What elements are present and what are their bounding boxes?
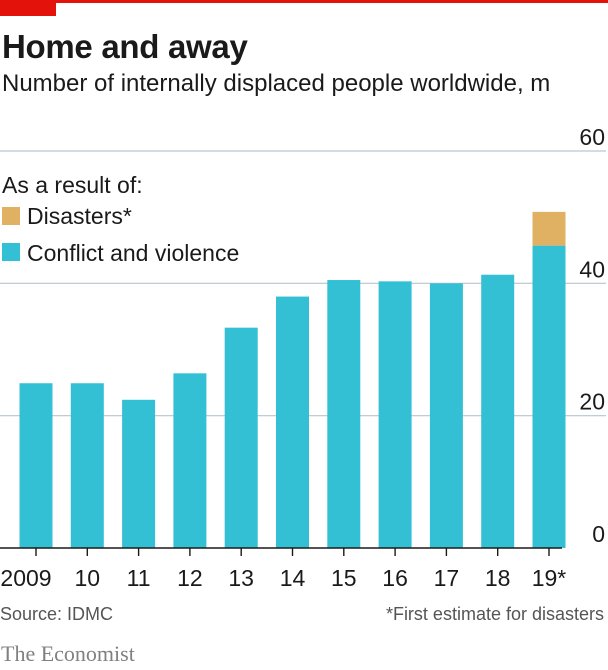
- publisher-logo: The Economist: [1, 641, 135, 666]
- x-axis: 2009 10 11 12 13 14 15 16 17 18 19*: [0, 547, 567, 591]
- y-tick-label: 20: [579, 389, 605, 415]
- bar-conflict-17: [429, 283, 463, 548]
- chart-title: Home and away: [2, 28, 248, 65]
- bar-conflict-13: [224, 327, 258, 548]
- legend-label-disasters: Disasters*: [27, 203, 132, 229]
- x-tick-label: 2009: [0, 565, 51, 591]
- bar-conflict-12: [173, 373, 207, 548]
- x-tick-label: 10: [75, 565, 101, 591]
- bar-conflict-11: [122, 399, 156, 548]
- y-tick-label: 40: [579, 256, 605, 282]
- y-tick-label: 60: [579, 124, 605, 150]
- x-tick-label: 13: [228, 565, 254, 591]
- x-tick-label: 19*: [532, 565, 567, 591]
- x-tick-label: 14: [280, 565, 306, 591]
- legend-label-conflict: Conflict and violence: [27, 240, 239, 266]
- x-tick-label: 16: [382, 565, 408, 591]
- brand-red-tab: [0, 0, 56, 16]
- bar-chart: As a result of: Disasters* Conflict and …: [0, 124, 606, 591]
- legend-swatch-conflict: [2, 243, 20, 261]
- bar-conflict-15: [327, 280, 361, 548]
- chart-subtitle: Number of internally displaced people wo…: [2, 70, 551, 97]
- bar-conflict-19: [532, 245, 566, 548]
- bar-disasters-19: [532, 211, 566, 246]
- x-tick-label: 12: [177, 565, 203, 591]
- source-note: Source: IDMC: [0, 604, 114, 624]
- legend-heading: As a result of:: [2, 172, 143, 198]
- bar-conflict-10: [70, 383, 104, 548]
- y-tick-label: 0: [592, 521, 605, 547]
- x-tick-label: 18: [485, 565, 511, 591]
- bars: [19, 211, 566, 548]
- x-tick-label: 15: [331, 565, 357, 591]
- legend-swatch-disasters: [2, 207, 20, 225]
- bar-conflict-16: [378, 281, 412, 548]
- bar-conflict-18: [481, 274, 515, 548]
- bar-conflict-14: [276, 296, 309, 548]
- legend: As a result of: Disasters* Conflict and …: [2, 172, 239, 266]
- top-accent-line: [0, 0, 608, 3]
- y-tick-labels: 0 20 40 60: [579, 124, 605, 547]
- x-tick-label: 11: [127, 565, 151, 591]
- footnote: *First estimate for disasters: [385, 604, 604, 624]
- x-tick-label: 17: [434, 565, 460, 591]
- bar-conflict-2009: [19, 383, 53, 548]
